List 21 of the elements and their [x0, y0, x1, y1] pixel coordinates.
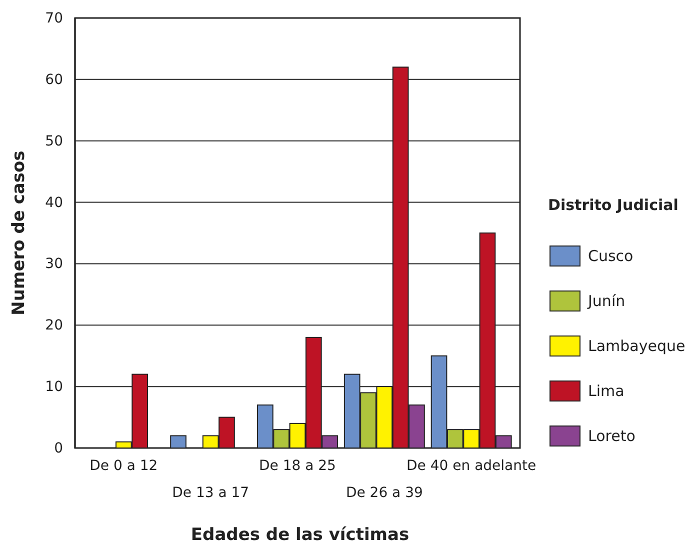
legend-label: Lima	[588, 382, 624, 400]
y-tick-label: 10	[45, 379, 63, 396]
y-tick-label: 50	[45, 133, 63, 150]
y-tick-label: 30	[45, 256, 63, 272]
y-tick-label: 60	[45, 72, 63, 88]
legend-label: Loreto	[588, 427, 636, 445]
legend-label: Junín	[587, 292, 626, 310]
x-tick-label: De 13 a 17	[172, 485, 250, 501]
x-tick-label: De 40 en adelante	[406, 458, 536, 474]
y-tick-label: 20	[45, 318, 63, 334]
y-tick-label: 70	[45, 10, 63, 26]
x-tick-label: De 26 a 39	[346, 485, 423, 501]
legend-label: Lambayeque	[588, 337, 685, 355]
y-tick-label: 0	[54, 440, 63, 456]
x-tick-label: De 18 a 25	[259, 458, 336, 474]
x-tick-label: De 0 a 12	[90, 458, 158, 474]
x-axis-title: Edades de las víctimas	[190, 525, 410, 545]
legend-label: Cusco	[588, 247, 634, 265]
y-tick-label: 40	[45, 194, 63, 211]
y-axis-title: Numero de casos	[9, 150, 29, 316]
legend-title: Distrito Judicial	[548, 196, 678, 214]
